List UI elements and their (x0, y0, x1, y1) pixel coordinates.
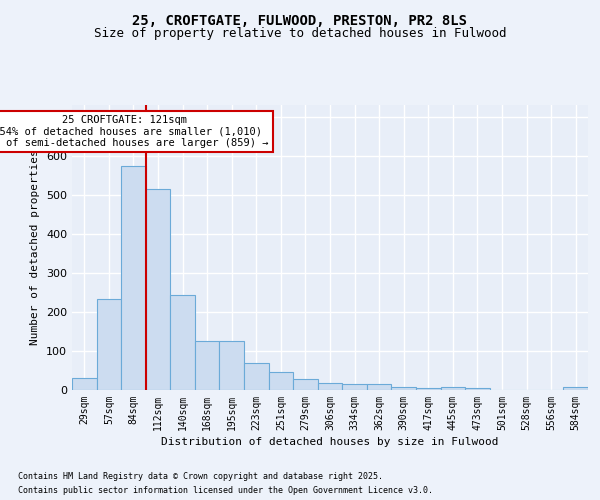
Bar (72, 378, 97, 390)
Bar (146, 189, 170, 390)
Bar (293, 380, 318, 390)
X-axis label: Distribution of detached houses by size in Fulwood: Distribution of detached houses by size … (161, 437, 499, 447)
Bar (465, 388, 490, 390)
Bar (391, 388, 416, 390)
Text: 25, CROFTGATE, FULWOOD, PRESTON, PR2 8LS: 25, CROFTGATE, FULWOOD, PRESTON, PR2 8LS (133, 14, 467, 28)
Bar (269, 372, 293, 390)
Bar (318, 383, 342, 390)
Bar (97, 298, 121, 390)
Bar (121, 166, 146, 390)
Text: Size of property relative to detached houses in Fulwood: Size of property relative to detached ho… (94, 27, 506, 40)
Text: 25 CROFTGATE: 121sqm
← 54% of detached houses are smaller (1,010)
46% of semi-de: 25 CROFTGATE: 121sqm ← 54% of detached h… (0, 115, 269, 148)
Bar (195, 341, 220, 390)
Bar (367, 384, 391, 390)
Bar (440, 388, 465, 390)
Bar (563, 387, 588, 390)
Bar (416, 388, 440, 390)
Text: Contains public sector information licensed under the Open Government Licence v3: Contains public sector information licen… (18, 486, 433, 495)
Text: Contains HM Land Registry data © Crown copyright and database right 2025.: Contains HM Land Registry data © Crown c… (18, 472, 383, 481)
Bar (342, 384, 367, 390)
Y-axis label: Number of detached properties: Number of detached properties (31, 150, 40, 346)
Bar (220, 341, 244, 390)
Bar (244, 364, 269, 390)
Bar (170, 295, 195, 390)
